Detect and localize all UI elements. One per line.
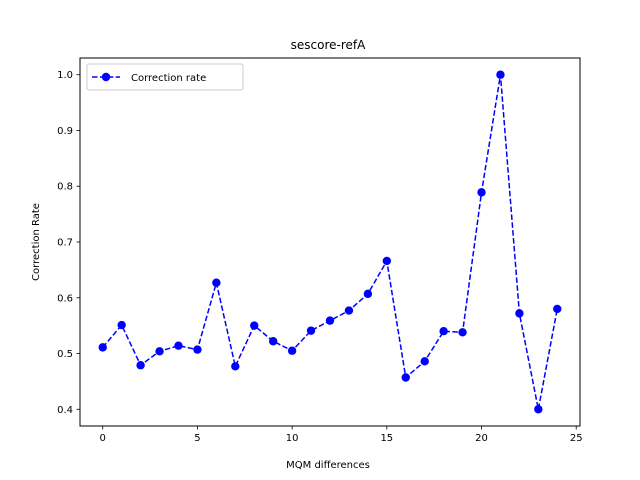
data-point xyxy=(98,343,107,352)
x-tick-label: 25 xyxy=(570,433,583,444)
y-axis-label: Correction Rate xyxy=(31,203,42,281)
legend-entry-label: Correction rate xyxy=(131,73,206,84)
y-tick-label: 0.9 xyxy=(57,126,73,137)
y-tick-label: 0.6 xyxy=(57,293,73,304)
data-point xyxy=(534,405,543,414)
data-point xyxy=(117,320,126,330)
data-point xyxy=(420,357,429,366)
data-point xyxy=(401,373,410,382)
data-point xyxy=(250,321,259,330)
legend: Correction rate xyxy=(86,63,244,91)
x-tick-label: 10 xyxy=(286,433,299,444)
x-tick-label: 20 xyxy=(475,433,488,444)
data-point xyxy=(174,341,183,350)
legend-box xyxy=(86,63,244,91)
data-point xyxy=(496,70,505,79)
y-tick-label: 0.4 xyxy=(57,405,73,416)
data-point xyxy=(325,316,335,325)
y-tick-label: 1.0 xyxy=(57,70,73,81)
x-axis-label: MQM differences xyxy=(286,460,370,471)
plot-frame xyxy=(79,57,581,427)
data-point xyxy=(382,256,392,266)
data-point xyxy=(458,328,467,337)
x-tick-label: 15 xyxy=(380,433,393,444)
data-point xyxy=(344,306,354,315)
data-point xyxy=(212,278,221,287)
data-point xyxy=(193,345,202,354)
y-tick-label: 0.7 xyxy=(57,238,73,249)
data-point xyxy=(155,347,164,356)
series-layer xyxy=(98,70,562,414)
data-point xyxy=(439,327,448,336)
data-point xyxy=(515,309,524,318)
chart-title: sescore-refA xyxy=(291,38,366,52)
data-point xyxy=(363,289,373,299)
data-point xyxy=(477,188,486,197)
data-point xyxy=(287,346,297,355)
data-point xyxy=(553,304,562,314)
legend-marker xyxy=(101,72,111,82)
y-axis: 0.4 0.5 0.6 0.7 0.8 0.9 1.0 xyxy=(57,70,80,416)
x-axis: 0 5 10 15 20 25 xyxy=(100,426,583,444)
data-point xyxy=(306,326,316,335)
y-tick-label: 0.8 xyxy=(57,182,73,193)
y-tick-label: 0.5 xyxy=(57,349,73,360)
data-point xyxy=(136,361,145,370)
data-point xyxy=(231,362,240,371)
x-tick-label: 5 xyxy=(194,433,200,444)
x-tick-label: 0 xyxy=(100,433,106,444)
data-point xyxy=(268,337,278,346)
